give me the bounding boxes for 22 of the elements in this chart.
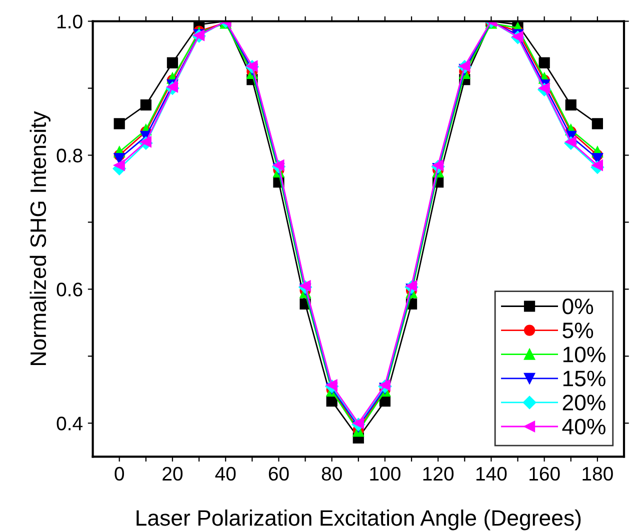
y-tick-label: 0.6 bbox=[56, 282, 82, 296]
x-tick-label: 60 bbox=[268, 466, 289, 481]
y-axis-title: Normalized SHG Intensity bbox=[30, 111, 50, 365]
x-axis-title: Laser Polarization Excitation Angle (Degrees) bbox=[136, 510, 581, 530]
x-tick-label: 40 bbox=[215, 466, 236, 481]
legend-label: 10% bbox=[563, 346, 606, 362]
legend-label: 0% bbox=[562, 298, 594, 314]
legend-label: 40% bbox=[562, 418, 606, 434]
x-tick-label: 140 bbox=[476, 466, 507, 481]
legend-label: 15% bbox=[563, 370, 606, 386]
x-tick-label: 20 bbox=[162, 466, 183, 481]
x-tick-label: 0 bbox=[114, 466, 124, 481]
x-tick-label: 160 bbox=[530, 466, 560, 481]
x-tick-label: 80 bbox=[322, 466, 342, 481]
legend-label: 5% bbox=[562, 322, 594, 338]
legend-label: 20% bbox=[562, 394, 606, 410]
y-tick-label: 1.0 bbox=[58, 14, 82, 28]
x-tick-label: 120 bbox=[423, 466, 454, 481]
y-tick-label: 0.4 bbox=[56, 416, 83, 430]
x-tick-label: 180 bbox=[582, 466, 613, 481]
y-tick-label: 0.8 bbox=[56, 148, 82, 162]
x-tick-label: 100 bbox=[370, 466, 400, 481]
